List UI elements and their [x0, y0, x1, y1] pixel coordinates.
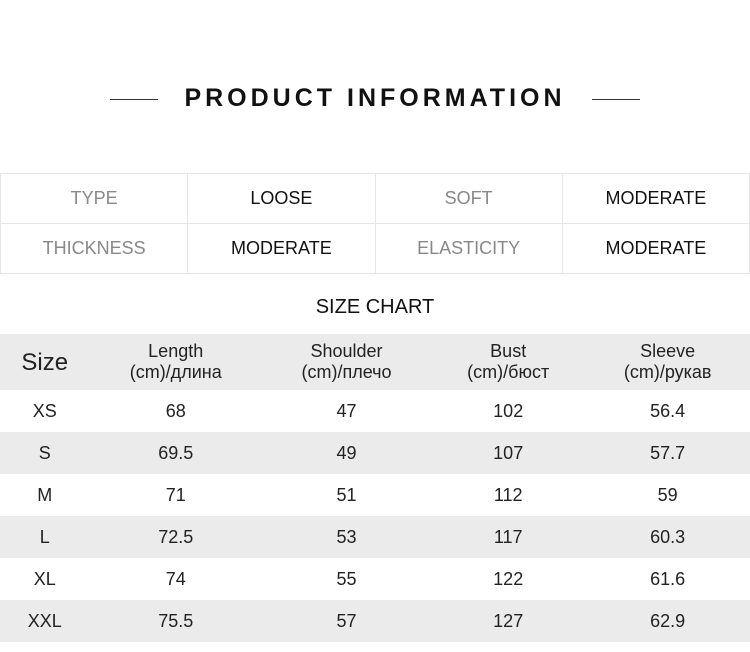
header-label: Size	[21, 348, 69, 376]
table-cell: 51	[336, 484, 357, 505]
table-cell: 62.9	[585, 600, 750, 642]
table-cell: 127	[431, 600, 586, 642]
table-cell: 49	[262, 432, 432, 474]
table-cell: 107	[431, 432, 586, 474]
table-cell: 57.7	[585, 432, 750, 474]
table-row: XXL 75.5 57 127 62.9	[0, 600, 750, 642]
header-unit: (cm)/длина	[129, 362, 222, 382]
table-cell: 53	[262, 516, 432, 558]
info-label: SOFT	[374, 173, 563, 224]
info-label: THICKNESS	[0, 223, 189, 274]
table-cell: M	[37, 484, 53, 505]
header-unit: (cm)/бюст	[467, 362, 550, 382]
header-label: Length	[148, 341, 204, 361]
info-value: MODERATE	[187, 223, 376, 274]
info-row: THICKNESS MODERATE ELASTICITY MODERATE	[0, 223, 750, 274]
product-info-table: TYPE LOOSE SOFT MODERATE THICKNESS MODERATE EL…	[0, 173, 750, 274]
table-row: M 71 51 112 59	[0, 474, 750, 516]
header-row: Size Length (cm)/длина Shoulder (cm)/плечо Bu…	[0, 334, 750, 390]
table-cell: 102	[493, 400, 524, 421]
header-label: Shoulder	[310, 341, 383, 361]
info-value: MODERATE	[561, 223, 750, 274]
title-left-line	[110, 99, 158, 100]
info-value: LOOSE	[187, 173, 376, 224]
table-row: L 72.5 53 117 60.3	[0, 516, 750, 558]
table-cell: 74	[165, 568, 186, 589]
header-label: Sleeve	[640, 341, 696, 361]
table-cell: XL	[33, 568, 56, 589]
header-unit: (cm)/рукав	[623, 362, 712, 382]
table-cell: XXL	[0, 600, 90, 642]
table-row: XL 74 55 122 61.6	[0, 558, 750, 600]
table-cell: 68	[165, 400, 186, 421]
table-cell: 60.3	[585, 516, 750, 558]
column-header: Shoulder (cm)/плечо	[262, 334, 432, 390]
table-cell: 75.5	[89, 600, 263, 642]
table-row: S 69.5 49 107 57.7	[0, 432, 750, 474]
header-unit: (cm)/плечо	[301, 362, 392, 382]
table-cell: S	[0, 432, 90, 474]
table-cell: 57	[262, 600, 432, 642]
column-header: Sleeve (cm)/рукав	[585, 334, 750, 390]
table-cell: L	[0, 516, 90, 558]
table-cell: 71	[165, 484, 186, 505]
table-cell: XS	[32, 400, 57, 421]
info-row: TYPE LOOSE SOFT MODERATE	[0, 173, 750, 224]
size-chart-table: Size Length (cm)/длина Shoulder (cm)/плечо Bu…	[0, 334, 750, 642]
table-cell: 55	[336, 568, 357, 589]
table-cell: 61.6	[650, 568, 686, 589]
table-cell: 117	[431, 516, 586, 558]
column-header: Bust (cm)/бюст	[431, 334, 586, 390]
table-cell: 47	[336, 400, 357, 421]
table-cell: 72.5	[89, 516, 263, 558]
page-title: PRODUCT INFORMATION	[184, 84, 566, 112]
table-cell: 59	[657, 484, 678, 505]
size-chart-title: SIZE CHART	[315, 296, 435, 318]
column-header: Length (cm)/длина	[89, 334, 263, 390]
table-row: XS 68 47 102 56.4	[0, 390, 750, 432]
info-value: MODERATE	[561, 173, 750, 224]
table-cell: 56.4	[650, 400, 686, 421]
table-cell: 69.5	[89, 432, 263, 474]
header-label: Bust	[490, 341, 527, 361]
info-label: ELASTICITY	[374, 223, 563, 274]
info-label: TYPE	[0, 173, 189, 224]
table-cell: 112	[493, 484, 523, 505]
column-header: Size	[0, 334, 90, 390]
title-right-line	[592, 99, 640, 100]
table-cell: 122	[493, 568, 524, 589]
